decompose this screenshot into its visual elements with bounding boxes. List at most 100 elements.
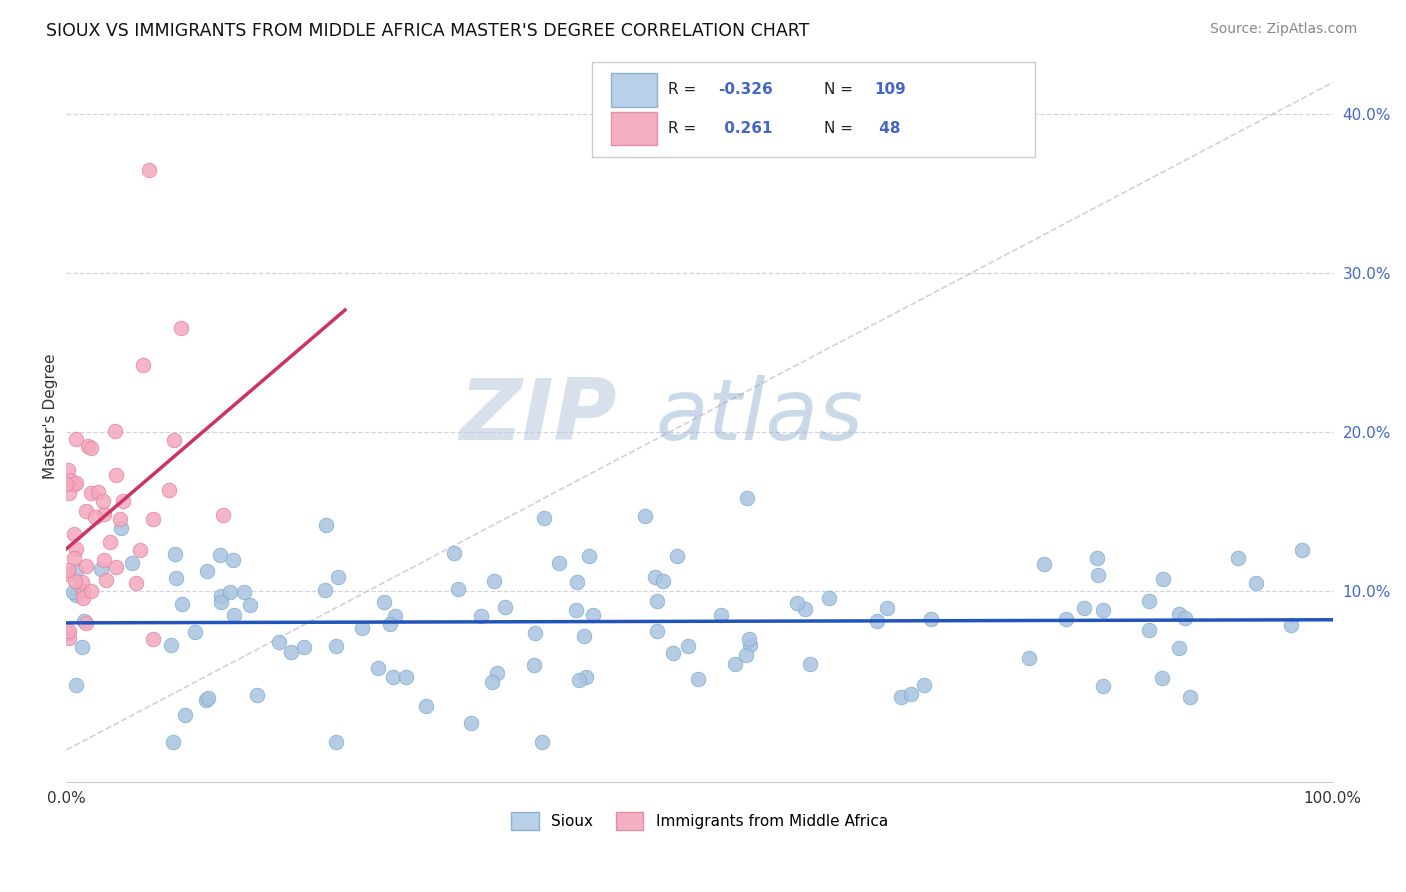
Text: R =: R = bbox=[668, 82, 702, 97]
Point bbox=[1279, 618, 1302, 632]
Point bbox=[280, 645, 302, 659]
Point bbox=[315, 517, 337, 532]
Text: ZIP: ZIP bbox=[460, 375, 617, 458]
FancyBboxPatch shape bbox=[612, 73, 657, 107]
Point bbox=[65, 541, 87, 556]
Point bbox=[104, 424, 127, 438]
Point bbox=[578, 549, 600, 563]
Point bbox=[582, 608, 605, 623]
Point bbox=[1137, 623, 1160, 637]
Point bbox=[1054, 611, 1077, 625]
Point bbox=[58, 563, 80, 577]
Point bbox=[86, 484, 108, 499]
Point bbox=[56, 463, 79, 477]
Point bbox=[233, 585, 256, 599]
Point bbox=[93, 553, 115, 567]
Point bbox=[737, 491, 759, 505]
Text: SIOUX VS IMMIGRANTS FROM MIDDLE AFRICA MASTER'S DEGREE CORRELATION CHART: SIOUX VS IMMIGRANTS FROM MIDDLE AFRICA M… bbox=[46, 22, 810, 40]
Point bbox=[481, 674, 503, 689]
Point bbox=[1178, 690, 1201, 704]
Point bbox=[384, 609, 406, 624]
Point bbox=[793, 602, 815, 616]
Point bbox=[269, 634, 291, 648]
Point bbox=[1073, 601, 1095, 615]
Point bbox=[246, 688, 269, 702]
Point bbox=[662, 646, 685, 660]
Point bbox=[1085, 551, 1108, 566]
Point bbox=[209, 595, 232, 609]
Point bbox=[212, 508, 235, 522]
Point bbox=[58, 485, 80, 500]
Point bbox=[738, 632, 761, 646]
Point bbox=[292, 640, 315, 655]
Point bbox=[533, 511, 555, 525]
Point bbox=[110, 512, 132, 526]
Text: 109: 109 bbox=[875, 82, 905, 97]
Point bbox=[125, 576, 148, 591]
Point bbox=[165, 547, 187, 561]
Text: 0.261: 0.261 bbox=[718, 121, 772, 136]
Point bbox=[138, 162, 160, 177]
Point bbox=[141, 632, 163, 646]
Point bbox=[112, 494, 135, 508]
Point bbox=[197, 565, 219, 579]
Point bbox=[209, 589, 232, 603]
Point bbox=[652, 574, 675, 588]
Point bbox=[239, 598, 262, 612]
Point bbox=[72, 583, 94, 598]
Point bbox=[77, 438, 100, 452]
Point bbox=[548, 556, 571, 570]
Point bbox=[876, 601, 898, 615]
Point bbox=[523, 658, 546, 673]
Point bbox=[59, 473, 82, 487]
Point bbox=[55, 477, 77, 491]
Point bbox=[634, 508, 657, 523]
Point bbox=[73, 614, 96, 628]
Point bbox=[160, 638, 183, 652]
Text: N =: N = bbox=[824, 82, 858, 97]
Point bbox=[644, 570, 666, 584]
Point bbox=[890, 690, 912, 704]
Point bbox=[1226, 551, 1249, 566]
Point bbox=[80, 441, 103, 455]
Point bbox=[647, 593, 669, 607]
Point bbox=[920, 612, 942, 626]
Text: atlas: atlas bbox=[655, 375, 863, 458]
Point bbox=[645, 624, 668, 638]
Point bbox=[183, 625, 205, 640]
Point bbox=[1167, 607, 1189, 622]
Point bbox=[565, 575, 588, 590]
Point bbox=[157, 483, 180, 497]
Point bbox=[314, 583, 336, 598]
Point bbox=[63, 574, 86, 588]
Point bbox=[378, 617, 401, 632]
Point bbox=[666, 549, 689, 563]
Point bbox=[818, 591, 841, 606]
Point bbox=[686, 672, 709, 686]
Point bbox=[734, 648, 756, 662]
Point bbox=[373, 595, 395, 609]
Text: Source: ZipAtlas.com: Source: ZipAtlas.com bbox=[1209, 22, 1357, 37]
Point bbox=[58, 631, 80, 645]
Point bbox=[494, 600, 516, 615]
Point bbox=[568, 673, 591, 687]
Point bbox=[460, 716, 482, 731]
Point bbox=[162, 735, 184, 749]
Point bbox=[80, 583, 103, 598]
Point bbox=[195, 693, 218, 707]
Point bbox=[62, 550, 84, 565]
Point bbox=[93, 507, 115, 521]
Point bbox=[222, 607, 245, 622]
Point bbox=[197, 691, 219, 706]
Point bbox=[165, 571, 187, 585]
Text: -0.326: -0.326 bbox=[718, 82, 773, 97]
Point bbox=[485, 666, 508, 681]
Point bbox=[1152, 572, 1174, 586]
FancyBboxPatch shape bbox=[612, 112, 657, 145]
Point bbox=[121, 557, 143, 571]
Point bbox=[350, 621, 373, 635]
Point bbox=[470, 609, 492, 624]
Point bbox=[70, 640, 93, 655]
Point bbox=[62, 584, 84, 599]
Point bbox=[209, 548, 232, 562]
